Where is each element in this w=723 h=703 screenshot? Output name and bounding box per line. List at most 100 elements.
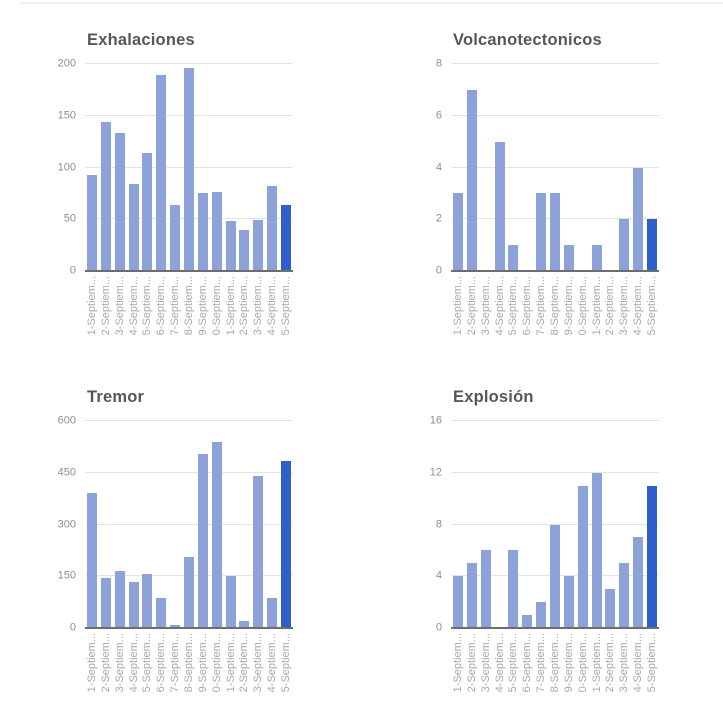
x-axis-line [451, 270, 659, 272]
bar[interactable] [508, 245, 519, 271]
bar-slot [196, 64, 210, 271]
bar[interactable] [211, 441, 222, 628]
x-tick-label: 1-Septiem... [224, 276, 237, 336]
x-tick-slot: 8-Septiem... [182, 271, 196, 354]
chart-title: Volcanotectonicos [453, 31, 602, 49]
bar[interactable] [128, 184, 139, 271]
bars-group [451, 421, 659, 628]
x-tick-slot: 2-Septiem... [465, 271, 479, 354]
bar[interactable] [239, 229, 250, 271]
bar[interactable] [156, 75, 167, 271]
y-tick-label: 0 [69, 621, 76, 634]
bar[interactable] [494, 141, 505, 271]
chart-body: 0 50 100 150 200 [14, 58, 366, 276]
bar[interactable] [591, 472, 602, 628]
bar[interactable] [466, 89, 477, 271]
x-tick-label: 5-Septiem... [645, 276, 658, 336]
bar[interactable] [156, 597, 167, 628]
bar[interactable] [563, 245, 574, 271]
bar[interactable] [605, 589, 616, 628]
x-tick-label: 4-Septiem... [266, 276, 279, 336]
bar-slot [279, 64, 293, 271]
bar[interactable] [253, 476, 264, 628]
bar[interactable] [170, 624, 181, 628]
x-tick-label: 0-Septiem... [210, 276, 223, 336]
bar[interactable] [128, 582, 139, 628]
bar[interactable] [114, 133, 125, 271]
bar[interactable] [100, 577, 111, 628]
bar[interactable] [577, 485, 588, 628]
gridline [85, 63, 293, 64]
y-tick-label: 200 [57, 57, 76, 70]
bar[interactable] [86, 493, 97, 628]
x-tick-label: 1-Septiem... [451, 633, 464, 693]
chart-title: Explosión [453, 388, 534, 406]
bar[interactable] [522, 615, 533, 628]
bar-slot [85, 421, 99, 628]
bar[interactable] [619, 219, 630, 271]
bar[interactable] [633, 167, 644, 271]
bar[interactable] [480, 550, 491, 628]
bar[interactable] [267, 597, 278, 628]
bar[interactable] [100, 121, 111, 271]
x-tick-label: 4-Septiem... [632, 276, 645, 336]
y-tick-label: 100 [57, 161, 76, 173]
bar-slot [168, 64, 182, 271]
bar[interactable] [225, 575, 236, 628]
bar[interactable] [549, 524, 560, 628]
bar[interactable] [452, 193, 463, 271]
bar[interactable] [253, 220, 264, 271]
bar[interactable] [591, 245, 602, 271]
bar[interactable] [536, 193, 547, 271]
x-tick-slot: 2-Septiem... [465, 628, 479, 703]
bar-slot [451, 421, 465, 628]
x-tick-slot: 7-Septiem... [534, 628, 548, 703]
x-tick-slot: 3-Septiem... [617, 271, 631, 354]
x-axis-labels: 1-Septiem... 2-Septiem... 3-Septiem... 4-Se… [85, 628, 293, 703]
plot-area [451, 63, 659, 272]
bar-slot [534, 421, 548, 628]
bar[interactable] [466, 563, 477, 628]
bar[interactable] [225, 221, 236, 271]
bar[interactable] [239, 621, 250, 628]
bar[interactable] [142, 153, 153, 271]
bar[interactable] [549, 193, 560, 271]
bar[interactable] [142, 573, 153, 628]
bar-slot [576, 421, 590, 628]
x-tick-slot: 7-Septiem... [168, 628, 182, 703]
x-tick-slot: 2-Septiem... [99, 628, 113, 703]
bar[interactable] [633, 537, 644, 628]
bar[interactable] [563, 576, 574, 628]
x-tick-label: 9-Septiem... [196, 633, 209, 693]
bar[interactable] [536, 602, 547, 628]
bar[interactable] [508, 550, 519, 628]
bar[interactable] [183, 557, 194, 628]
bar-highlighted[interactable] [646, 219, 657, 271]
y-axis: 0 2 4 6 8 [380, 58, 451, 276]
bar-highlighted[interactable] [646, 485, 657, 628]
bar-highlighted[interactable] [280, 461, 291, 628]
bar[interactable] [183, 68, 194, 271]
x-tick-slot: 2-Septiem... [237, 628, 251, 703]
bar[interactable] [197, 453, 208, 628]
x-tick-label: 0-Septiem... [210, 633, 223, 693]
bar[interactable] [170, 204, 181, 271]
x-tick-label: 5-Septiem... [141, 633, 154, 693]
bar-highlighted[interactable] [280, 204, 291, 271]
gridline [85, 420, 293, 421]
x-tick-label: 2-Septiem... [238, 633, 251, 693]
bar-slot [520, 421, 534, 628]
bar[interactable] [267, 186, 278, 271]
bar[interactable] [114, 571, 125, 628]
x-tick-label: 9-Septiem... [196, 276, 209, 336]
bar[interactable] [86, 174, 97, 271]
bar[interactable] [197, 193, 208, 271]
x-tick-label: 5-Septiem... [507, 633, 520, 693]
x-tick-label: 2-Septiem... [604, 276, 617, 336]
gridline [451, 63, 659, 64]
gridline [85, 471, 293, 473]
bar[interactable] [211, 192, 222, 271]
bar[interactable] [619, 563, 630, 628]
bar[interactable] [452, 576, 463, 628]
bar-slot [265, 64, 279, 271]
